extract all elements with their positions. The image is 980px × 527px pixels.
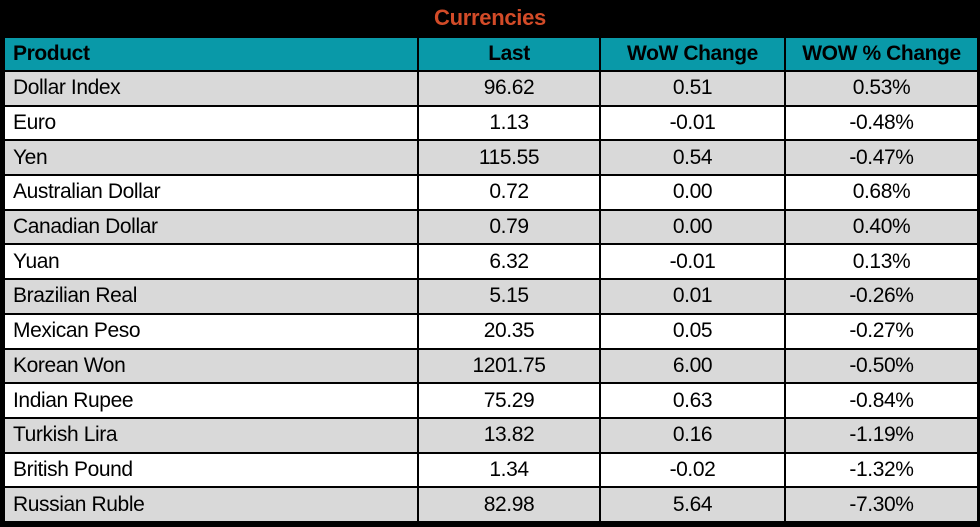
last-cell: 115.55 <box>417 139 601 177</box>
wow-change-cell: 0.54 <box>599 139 786 177</box>
table-row: Mexican Peso 20.35 0.05 -0.27% <box>3 312 979 350</box>
wow-change-cell: -0.01 <box>599 104 786 142</box>
product-cell: Turkish Lira <box>3 416 419 454</box>
table-row: Russian Ruble 82.98 5.64 -7.30% <box>3 486 979 523</box>
last-cell: 1.34 <box>417 451 601 489</box>
product-cell: Yuan <box>3 243 419 281</box>
product-cell: Russian Ruble <box>3 486 419 523</box>
last-cell: 75.29 <box>417 382 601 419</box>
last-cell: 0.79 <box>417 208 601 246</box>
last-cell: 5.15 <box>417 278 601 315</box>
wow-pct-change-cell: -7.30% <box>784 486 979 523</box>
column-header-wow-change: WoW Change <box>599 36 786 72</box>
product-cell: Australian Dollar <box>3 174 419 211</box>
wow-change-cell: 0.00 <box>599 208 786 246</box>
wow-pct-change-cell: -0.26% <box>784 278 979 315</box>
table-row: Brazilian Real 5.15 0.01 -0.26% <box>3 278 979 315</box>
table-row: Canadian Dollar 0.79 0.00 0.40% <box>3 208 979 246</box>
last-cell: 1.13 <box>417 104 601 142</box>
wow-change-cell: 5.64 <box>599 486 786 523</box>
currencies-table: Product Last WoW Change WOW % Change Dollar… <box>3 36 979 523</box>
column-header-product: Product <box>3 36 419 72</box>
table-row: Turkish Lira 13.82 0.16 -1.19% <box>3 416 979 454</box>
last-cell: 0.72 <box>417 174 601 211</box>
product-cell: Euro <box>3 104 419 142</box>
wow-pct-change-cell: 0.40% <box>784 208 979 246</box>
table-title: Currencies <box>434 5 546 30</box>
table-row: Korean Won 1201.75 6.00 -0.50% <box>3 347 979 385</box>
wow-pct-change-cell: -0.50% <box>784 347 979 385</box>
column-header-last: Last <box>417 36 601 72</box>
table-row: Yuan 6.32 -0.01 0.13% <box>3 243 979 281</box>
wow-pct-change-cell: -0.47% <box>784 139 979 177</box>
wow-pct-change-cell: -0.84% <box>784 382 979 419</box>
wow-pct-change-cell: 0.53% <box>784 70 979 107</box>
wow-change-cell: 0.00 <box>599 174 786 211</box>
wow-change-cell: -0.01 <box>599 243 786 281</box>
product-cell: Yen <box>3 139 419 177</box>
wow-pct-change-cell: -1.19% <box>784 416 979 454</box>
wow-change-cell: -0.02 <box>599 451 786 489</box>
table-row: Indian Rupee 75.29 0.63 -0.84% <box>3 382 979 419</box>
wow-pct-change-cell: 0.68% <box>784 174 979 211</box>
product-cell: Indian Rupee <box>3 382 419 419</box>
wow-change-cell: 6.00 <box>599 347 786 385</box>
table-row: Australian Dollar 0.72 0.00 0.68% <box>3 174 979 211</box>
column-header-wow-pct-change: WOW % Change <box>784 36 979 72</box>
last-cell: 20.35 <box>417 312 601 350</box>
table-row: Yen 115.55 0.54 -0.47% <box>3 139 979 177</box>
table-title-bar: Currencies <box>0 0 980 36</box>
wow-change-cell: 0.01 <box>599 278 786 315</box>
last-cell: 6.32 <box>417 243 601 281</box>
wow-pct-change-cell: -1.32% <box>784 451 979 489</box>
product-cell: British Pound <box>3 451 419 489</box>
product-cell: Korean Won <box>3 347 419 385</box>
wow-pct-change-cell: -0.27% <box>784 312 979 350</box>
wow-change-cell: 0.05 <box>599 312 786 350</box>
last-cell: 96.62 <box>417 70 601 107</box>
last-cell: 1201.75 <box>417 347 601 385</box>
table-row: Dollar Index 96.62 0.51 0.53% <box>3 70 979 107</box>
last-cell: 82.98 <box>417 486 601 523</box>
table-header-row: Product Last WoW Change WOW % Change <box>3 36 979 72</box>
product-cell: Canadian Dollar <box>3 208 419 246</box>
wow-pct-change-cell: 0.13% <box>784 243 979 281</box>
wow-pct-change-cell: -0.48% <box>784 104 979 142</box>
wow-change-cell: 0.63 <box>599 382 786 419</box>
last-cell: 13.82 <box>417 416 601 454</box>
wow-change-cell: 0.51 <box>599 70 786 107</box>
table-row: British Pound 1.34 -0.02 -1.32% <box>3 451 979 489</box>
product-cell: Mexican Peso <box>3 312 419 350</box>
product-cell: Brazilian Real <box>3 278 419 315</box>
table-row: Euro 1.13 -0.01 -0.48% <box>3 104 979 142</box>
product-cell: Dollar Index <box>3 70 419 107</box>
wow-change-cell: 0.16 <box>599 416 786 454</box>
